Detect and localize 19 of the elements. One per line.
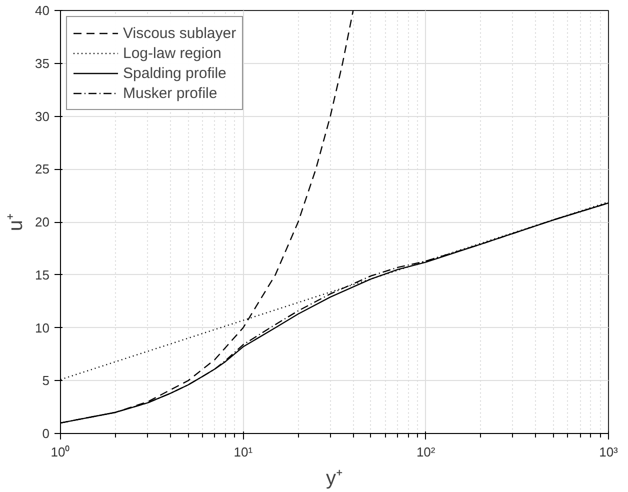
y-tick-label: 40 [35, 3, 50, 18]
x-tick-label: 10³ [599, 444, 619, 460]
x-tick-label: 10² [416, 444, 436, 460]
y-tick-label: 30 [35, 108, 50, 124]
legend-label: Log-law region [123, 44, 222, 62]
y-tick-label: 10 [35, 320, 50, 336]
x-axis-title: y⁺ [326, 468, 343, 490]
y-tick-label: 25 [35, 162, 50, 177]
legend-label: Musker profile [123, 84, 218, 102]
y-tick-label: 15 [35, 267, 50, 282]
y-tick-label: 20 [35, 214, 50, 230]
x-tick-label: 10⁰ [50, 444, 70, 460]
legend-label: Viscous sublayer [123, 24, 236, 42]
legend-label: Spalding profile [123, 64, 226, 82]
y-axis-title: u⁺ [5, 212, 28, 232]
y-tick-label: 35 [35, 56, 50, 71]
y-tick-label: 5 [42, 373, 50, 388]
y-tick-label: 0 [42, 426, 50, 441]
x-tick-label: 10¹ [234, 444, 254, 460]
